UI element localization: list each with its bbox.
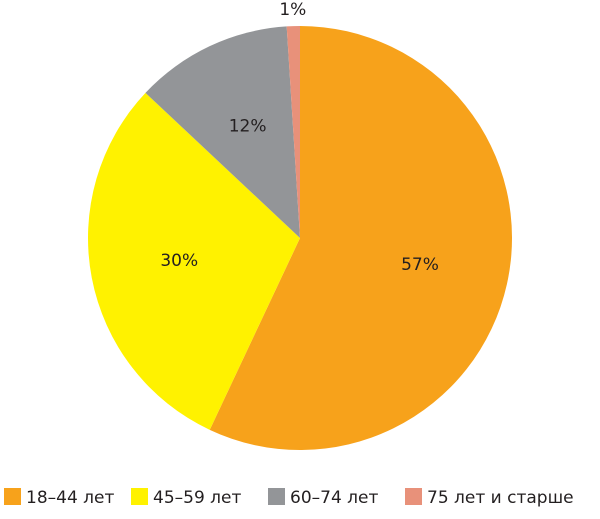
- pie-slice: [286, 26, 300, 238]
- legend-label: 60–74 лет: [290, 488, 378, 508]
- legend-label: 45–59 лет: [153, 488, 241, 508]
- pie-slice: [209, 26, 513, 450]
- legend-swatch: [268, 488, 285, 505]
- legend-swatch: [405, 488, 422, 505]
- slice-label: 12%: [229, 117, 267, 137]
- slice-label: 30%: [160, 251, 198, 271]
- legend-swatch: [131, 488, 148, 505]
- pie-slice: [88, 92, 300, 430]
- pie-slice: [145, 26, 300, 238]
- slice-label: 1%: [279, 0, 306, 20]
- legend-label: 75 лет и старше: [427, 488, 574, 508]
- slice-label: 57%: [401, 255, 439, 275]
- legend-label: 18–44 лет: [26, 488, 114, 508]
- legend-swatch: [4, 488, 21, 505]
